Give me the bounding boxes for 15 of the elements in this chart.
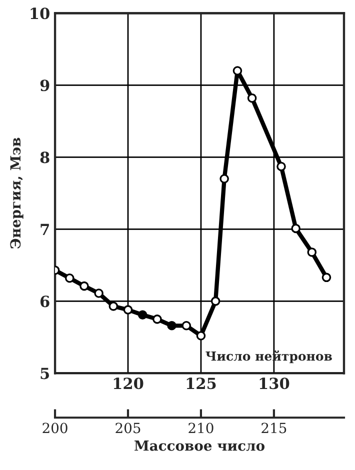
y-axis-title: Энергия, Мэв [10,138,24,249]
x-tick-label: 215 [262,422,286,434]
x2-tick-label: 120 [114,378,144,390]
y-tick-label: 6 [40,296,50,308]
x-tick-label: 210 [188,422,214,434]
x2-tick-label: 130 [260,378,290,390]
x-tick-label: 205 [116,422,140,434]
y-tick-label: 10 [30,8,50,20]
x-axis-title: Массовое число [134,440,265,451]
y-tick-label: 9 [40,80,50,92]
x-tick-label: 200 [42,422,68,434]
x2-tick-label: 125 [186,378,216,390]
y-tick-label: 5 [40,368,50,380]
y-tick-label: 7 [40,224,49,235]
y-tick-label: 8 [40,152,50,164]
